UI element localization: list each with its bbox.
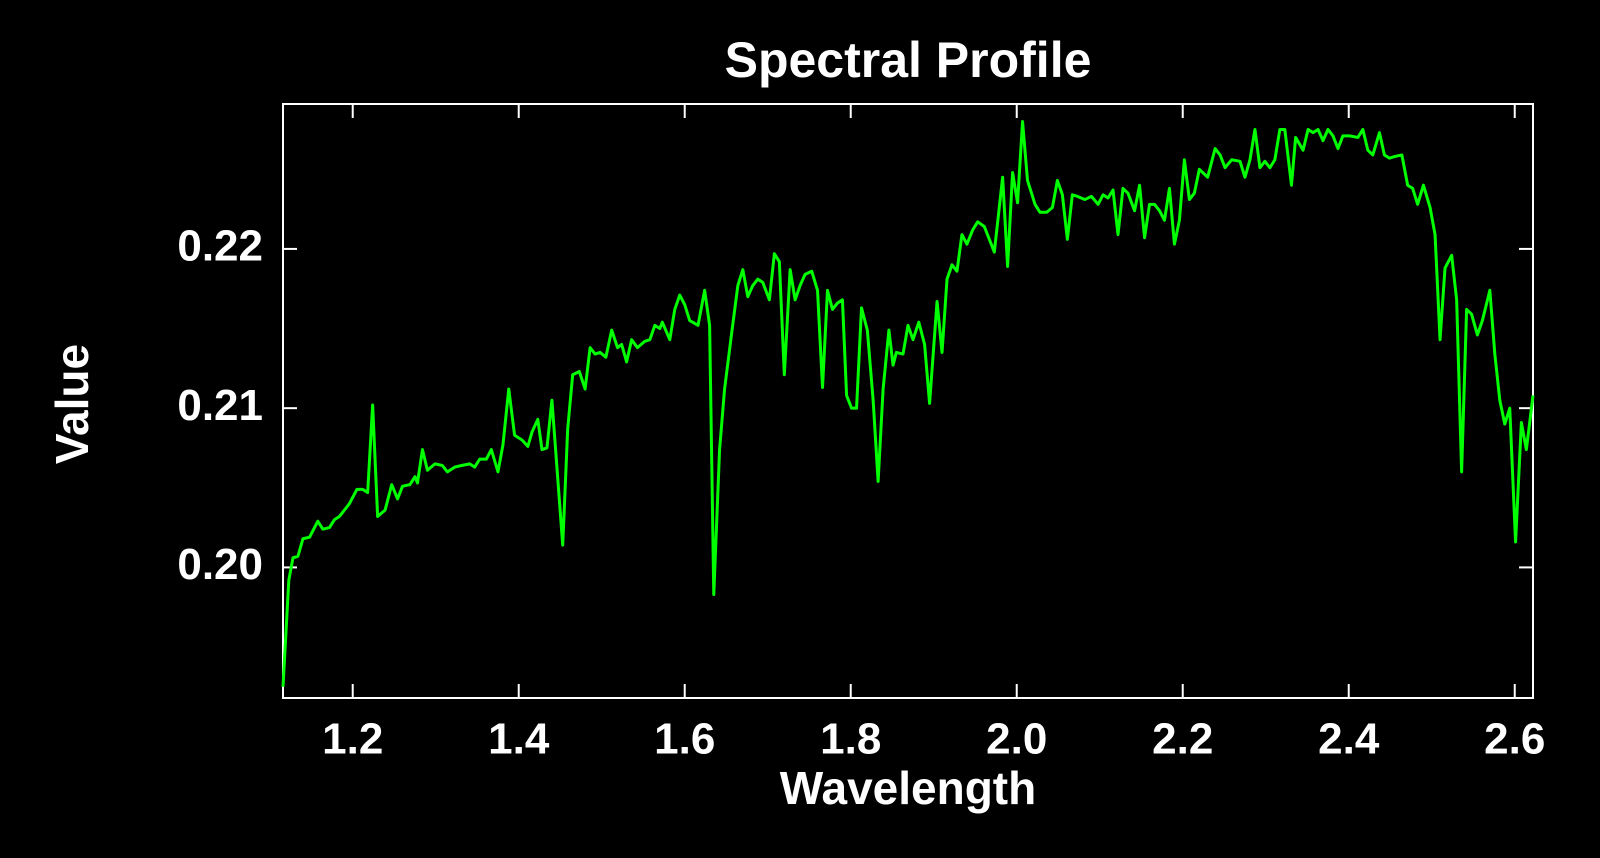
- y-tick-label: 0.22: [177, 222, 263, 271]
- spectrum-line: [281, 120, 1535, 687]
- y-tick-label: 0.21: [177, 381, 263, 430]
- x-tick-label: 1.6: [654, 715, 715, 764]
- x-tick-label: 1.4: [488, 715, 550, 764]
- x-tick-label: 2.4: [1318, 715, 1380, 764]
- x-tick-label: 2.2: [1152, 715, 1213, 764]
- y-tick-label: 0.20: [177, 540, 263, 589]
- x-tick-label: 2.0: [986, 715, 1047, 764]
- x-tick-label: 1.2: [322, 715, 383, 764]
- x-axis-label: Wavelength: [780, 762, 1036, 814]
- y-axis-label: Value: [46, 344, 98, 464]
- x-tick-label: 1.8: [820, 715, 881, 764]
- x-tick-label: 2.6: [1484, 715, 1545, 764]
- chart-title: Spectral Profile: [725, 32, 1092, 88]
